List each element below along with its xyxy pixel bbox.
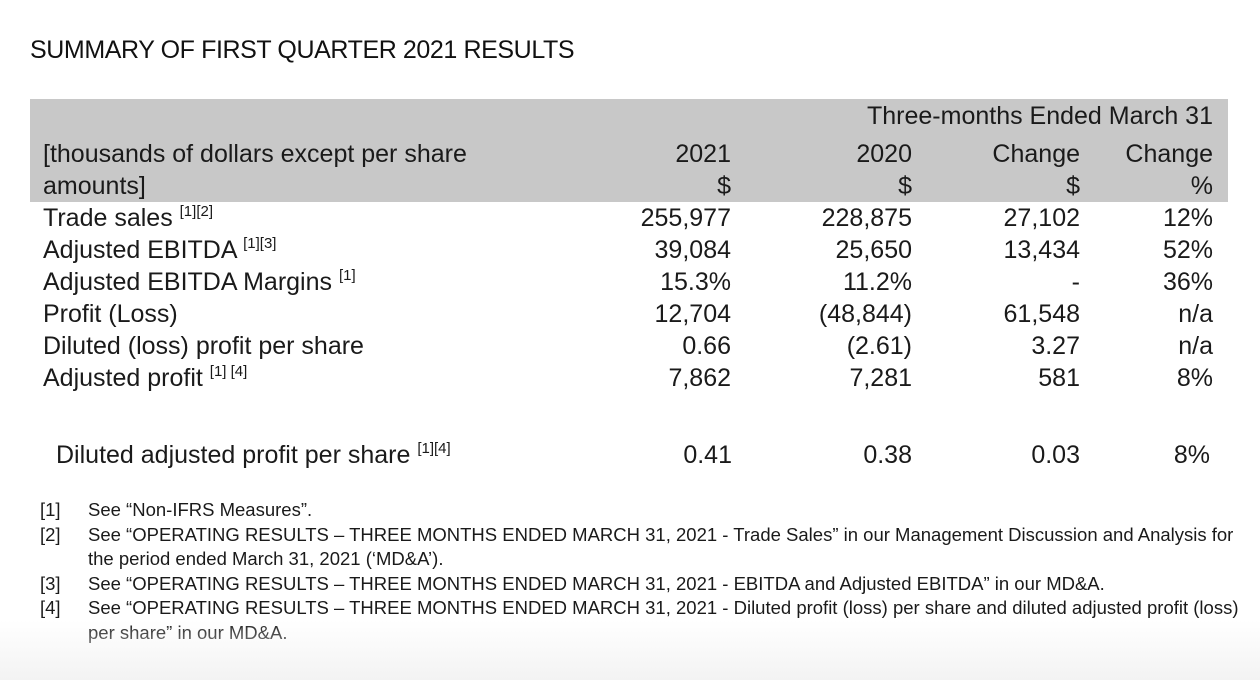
table-row-label: Profit (Loss) — [43, 300, 178, 328]
footnote-item: [1] See “Non-IFRS Measures”. — [40, 498, 1240, 523]
footnote-ref: [1] [4] — [209, 363, 248, 380]
footnote-text: See “OPERATING RESULTS – THREE MONTHS EN… — [88, 523, 1234, 570]
table-cell: 12% — [1162, 204, 1213, 232]
table-cell: 61,548 — [1003, 300, 1080, 328]
footnote-ref: [1][3] — [243, 235, 277, 252]
footnote-text: See “Non-IFRS Measures”. — [88, 499, 313, 520]
footnote-text: See “OPERATING RESULTS – THREE MONTHS EN… — [88, 572, 1105, 594]
table-cell: 3.27 — [1031, 332, 1080, 360]
table-cell: 228,875 — [821, 204, 912, 232]
footnote-item: [3] See “OPERATING RESULTS – THREE MONTH… — [40, 572, 1240, 597]
column-header-change-dollar: Change — [992, 140, 1080, 168]
footnote-item: [2] See “OPERATING RESULTS – THREE MONTH… — [40, 523, 1240, 572]
table-cell: 581 — [1038, 364, 1080, 392]
footnote-number: [3] — [40, 572, 61, 594]
table-cell: 36% — [1162, 268, 1213, 296]
table-cell: 8% — [1176, 364, 1213, 392]
table-cell: 0.66 — [682, 332, 731, 360]
footnote-ref: [1][2] — [179, 203, 213, 220]
table-row-label: Adjusted EBITDA Margins [1] — [43, 267, 356, 296]
footnote-ref: [1] — [338, 267, 356, 284]
column-unit-2021: $ — [717, 172, 731, 200]
table-cell: 0.03 — [1031, 441, 1080, 469]
table-cell: 15.3% — [660, 268, 731, 296]
column-unit-change-percent: % — [1190, 172, 1213, 200]
table-cell: 13,434 — [1003, 236, 1080, 264]
table-row-label: Adjusted profit [1] [4] — [43, 363, 248, 392]
table-cell: 11.2% — [842, 268, 912, 296]
column-unit-2020: $ — [898, 172, 912, 200]
table-row-label: Diluted (loss) profit per share — [43, 332, 364, 360]
page-title: SUMMARY OF FIRST QUARTER 2021 RESULTS — [30, 36, 575, 64]
table-cell: 0.41 — [683, 441, 732, 469]
footnote-ref: [1][4] — [417, 440, 451, 457]
table-row-label: Trade sales [1][2] — [43, 203, 213, 232]
table-cell: - — [1071, 268, 1080, 296]
table-cell: (2.61) — [846, 332, 912, 360]
table-row-label: Diluted adjusted profit per share [1][4] — [56, 440, 451, 469]
table-cell: 0.38 — [863, 441, 912, 469]
table-header-band — [30, 99, 1228, 202]
table-cell: 12,704 — [654, 300, 731, 328]
table-cell: 7,862 — [668, 364, 731, 392]
footnotes: [1] See “Non-IFRS Measures”. [2] See “OP… — [40, 498, 1240, 645]
table-cell: 25,650 — [835, 236, 912, 264]
table-cell: 27,102 — [1003, 204, 1080, 232]
column-header-2020: 2020 — [856, 140, 912, 168]
table-cell: 39,084 — [654, 236, 731, 264]
footnote-number: [1] — [40, 499, 61, 520]
units-label-line1: [thousands of dollars except per share — [43, 140, 467, 168]
period-heading: Three-months Ended March 31 — [866, 102, 1213, 130]
table-cell: 255,977 — [640, 204, 731, 232]
column-unit-change-dollar: $ — [1066, 172, 1080, 200]
table-cell: n/a — [1178, 332, 1213, 360]
bottom-fade — [0, 620, 1260, 680]
units-label-line2: amounts] — [43, 172, 146, 200]
column-header-2021: 2021 — [675, 140, 731, 168]
table-row-label: Adjusted EBITDA [1][3] — [43, 235, 277, 264]
table-cell: 7,281 — [849, 364, 912, 392]
footnote-number: [2] — [40, 523, 61, 545]
footnote-number: [4] — [40, 597, 61, 618]
table-cell: 8% — [1173, 441, 1210, 469]
table-cell: 52% — [1162, 236, 1213, 264]
table-cell: (48,844) — [818, 300, 912, 328]
column-header-change-percent: Change — [1125, 140, 1213, 168]
table-cell: n/a — [1178, 300, 1213, 328]
